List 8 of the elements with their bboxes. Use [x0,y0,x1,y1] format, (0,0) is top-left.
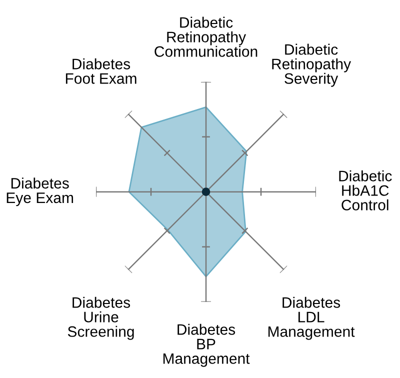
spoke-label: Diabetes BP Management [163,324,250,367]
spoke-label: Diabetes LDL Management [268,296,355,340]
spoke-label: Diabetic Retinopathy Severity [272,44,352,87]
spoke-label: Diabetes Eye Exam [6,178,74,206]
spoke-label: Diabetes Urine Screening [68,296,134,340]
spoke-label: Diabetes Foot Exam [66,58,136,84]
spoke-label: Diabetic HbA1C Control [339,170,392,210]
spoke-label: Diabetic Retinopathy Communication [154,16,258,57]
